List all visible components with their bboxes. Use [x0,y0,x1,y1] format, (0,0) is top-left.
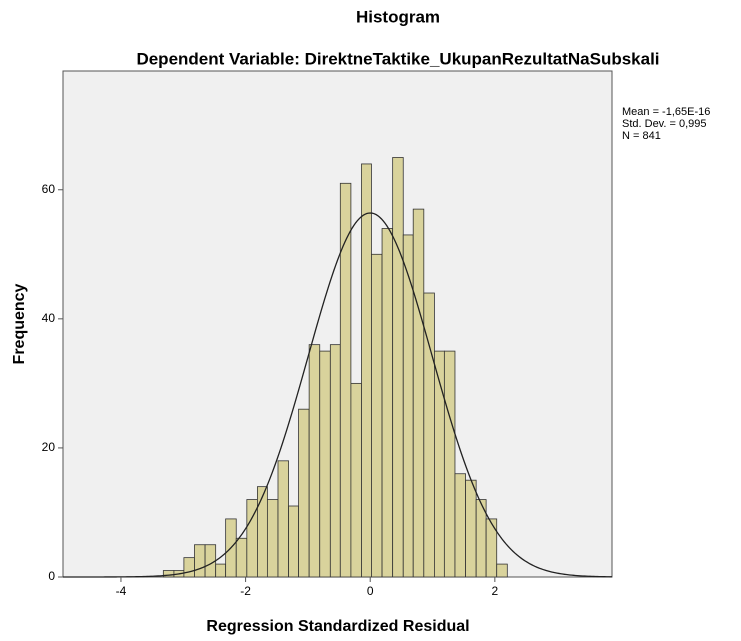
stat-sd: Std. Dev. = 0,995 [622,118,707,130]
x-tick-label: -2 [240,584,251,598]
bar [371,253,383,578]
bar [423,292,435,578]
bar [329,344,341,578]
y-tick-label: 40 [42,311,56,325]
x-axis-label: Regression Standardized Residual [206,618,469,635]
chart-subtitle: Dependent Variable: DirektneTaktike_Ukup… [136,49,659,68]
normal-curve [63,212,613,578]
bar [496,563,508,578]
bar [194,544,206,578]
bar [257,486,268,578]
stat-n: N = 841 [622,130,661,142]
bar [288,505,299,578]
bar [434,350,445,578]
bar [319,350,331,578]
bar [361,163,372,578]
bar [183,557,195,578]
bar [381,228,394,578]
chart-title: Histogram [356,7,440,26]
bar [443,350,456,578]
bar [485,518,498,578]
bar [298,408,310,578]
bar [412,208,425,578]
x-tick-label: 0 [367,584,374,598]
bar [277,460,289,578]
bar [266,499,279,578]
stat-mean: Mean = -1,65E-16 [622,106,710,118]
bar [339,182,352,578]
bar [392,157,404,578]
bar [308,344,321,578]
bar [235,537,248,578]
x-tick-label: -4 [116,584,127,598]
y-axis-label: Frequency [11,283,28,364]
bar [350,382,362,578]
y-tick-label: 0 [48,569,55,583]
bar [465,479,477,578]
y-tick-label: 60 [42,182,56,196]
bar [215,563,227,578]
x-tick-label: 2 [492,584,499,598]
y-tick-label: 20 [42,440,56,454]
bar [454,473,466,578]
bar [204,544,217,578]
